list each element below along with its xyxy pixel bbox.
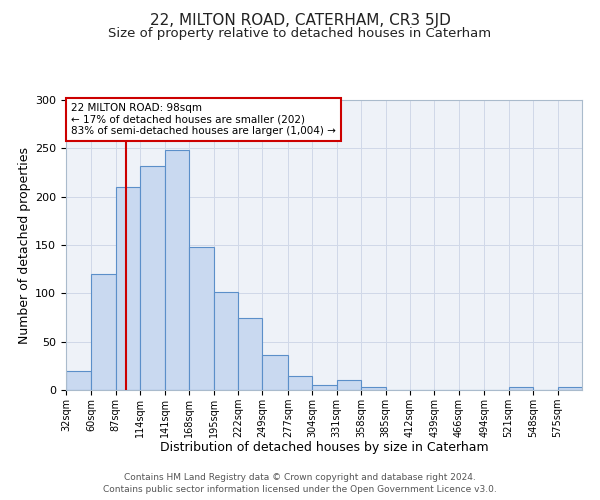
Bar [557,387,582,390]
Bar [91,274,116,390]
Bar [140,166,164,390]
Bar [361,387,386,390]
Bar [509,387,533,390]
Text: 22, MILTON ROAD, CATERHAM, CR3 5JD: 22, MILTON ROAD, CATERHAM, CR3 5JD [149,12,451,28]
Y-axis label: Number of detached properties: Number of detached properties [18,146,31,344]
Text: Size of property relative to detached houses in Caterham: Size of property relative to detached ho… [109,28,491,40]
X-axis label: Distribution of detached houses by size in Caterham: Distribution of detached houses by size … [160,442,488,454]
Bar [214,292,238,390]
Bar [312,385,337,390]
Bar [337,380,361,390]
Bar [116,187,140,390]
Text: Contains public sector information licensed under the Open Government Licence v3: Contains public sector information licen… [103,485,497,494]
Text: Contains HM Land Registry data © Crown copyright and database right 2024.: Contains HM Land Registry data © Crown c… [124,472,476,482]
Text: 22 MILTON ROAD: 98sqm
← 17% of detached houses are smaller (202)
83% of semi-det: 22 MILTON ROAD: 98sqm ← 17% of detached … [71,103,336,136]
Bar [164,150,189,390]
Bar [262,355,288,390]
Bar [66,370,91,390]
Bar [189,247,214,390]
Bar [288,376,312,390]
Bar [238,318,262,390]
